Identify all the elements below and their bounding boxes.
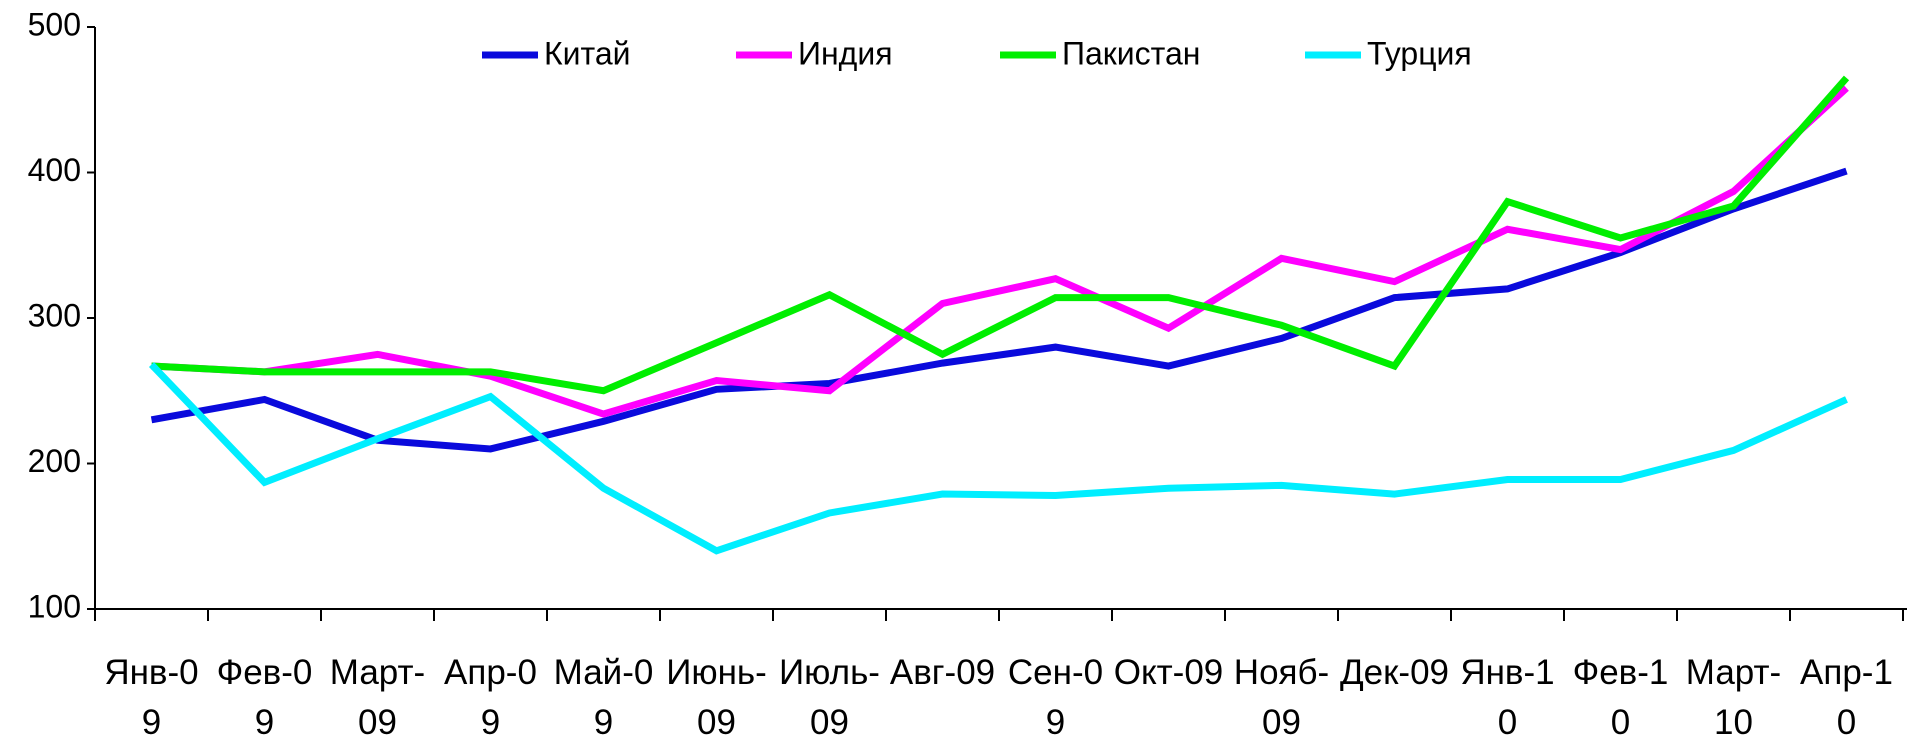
series-line [151, 85, 1849, 418]
x-tick-label: Янв-09 [104, 653, 199, 742]
legend-label: Турция [1367, 35, 1472, 71]
x-tick-label: Март-10 [1685, 653, 1782, 742]
series-line [148, 362, 1848, 555]
x-tick-label: Май-09 [553, 653, 654, 742]
x-tick-label: Июнь-09 [666, 653, 767, 742]
x-tick-label: Июль-09 [779, 653, 880, 742]
x-tick-label: Нояб-09 [1233, 653, 1330, 742]
x-tick-label: Март-09 [329, 653, 426, 742]
y-tick-label: 200 [28, 443, 81, 479]
y-tick-label: 400 [28, 152, 81, 188]
x-tick-label: Авг-09 [889, 653, 996, 692]
x-tick-label: Апр-09 [444, 653, 537, 742]
x-tick-label: Сен-09 [1007, 653, 1104, 742]
legend-label: Пакистан [1062, 35, 1200, 71]
legend-label: Китай [544, 35, 630, 71]
series-line [150, 167, 1848, 453]
x-tick-label: Фев-10 [1572, 653, 1669, 742]
y-tick-label: 100 [28, 588, 81, 624]
y-tick-label: 300 [28, 297, 81, 333]
legend-label: Индия [798, 35, 893, 71]
series-line [151, 75, 1850, 395]
x-tick-label: Янв-10 [1460, 653, 1555, 742]
x-tick-label: Дек-09 [1339, 653, 1450, 692]
y-tick-label: 500 [28, 6, 81, 42]
x-tick-label: Окт-09 [1113, 653, 1224, 692]
x-tick-label: Апр-10 [1800, 653, 1893, 742]
x-tick-label: Фев-09 [216, 653, 313, 742]
